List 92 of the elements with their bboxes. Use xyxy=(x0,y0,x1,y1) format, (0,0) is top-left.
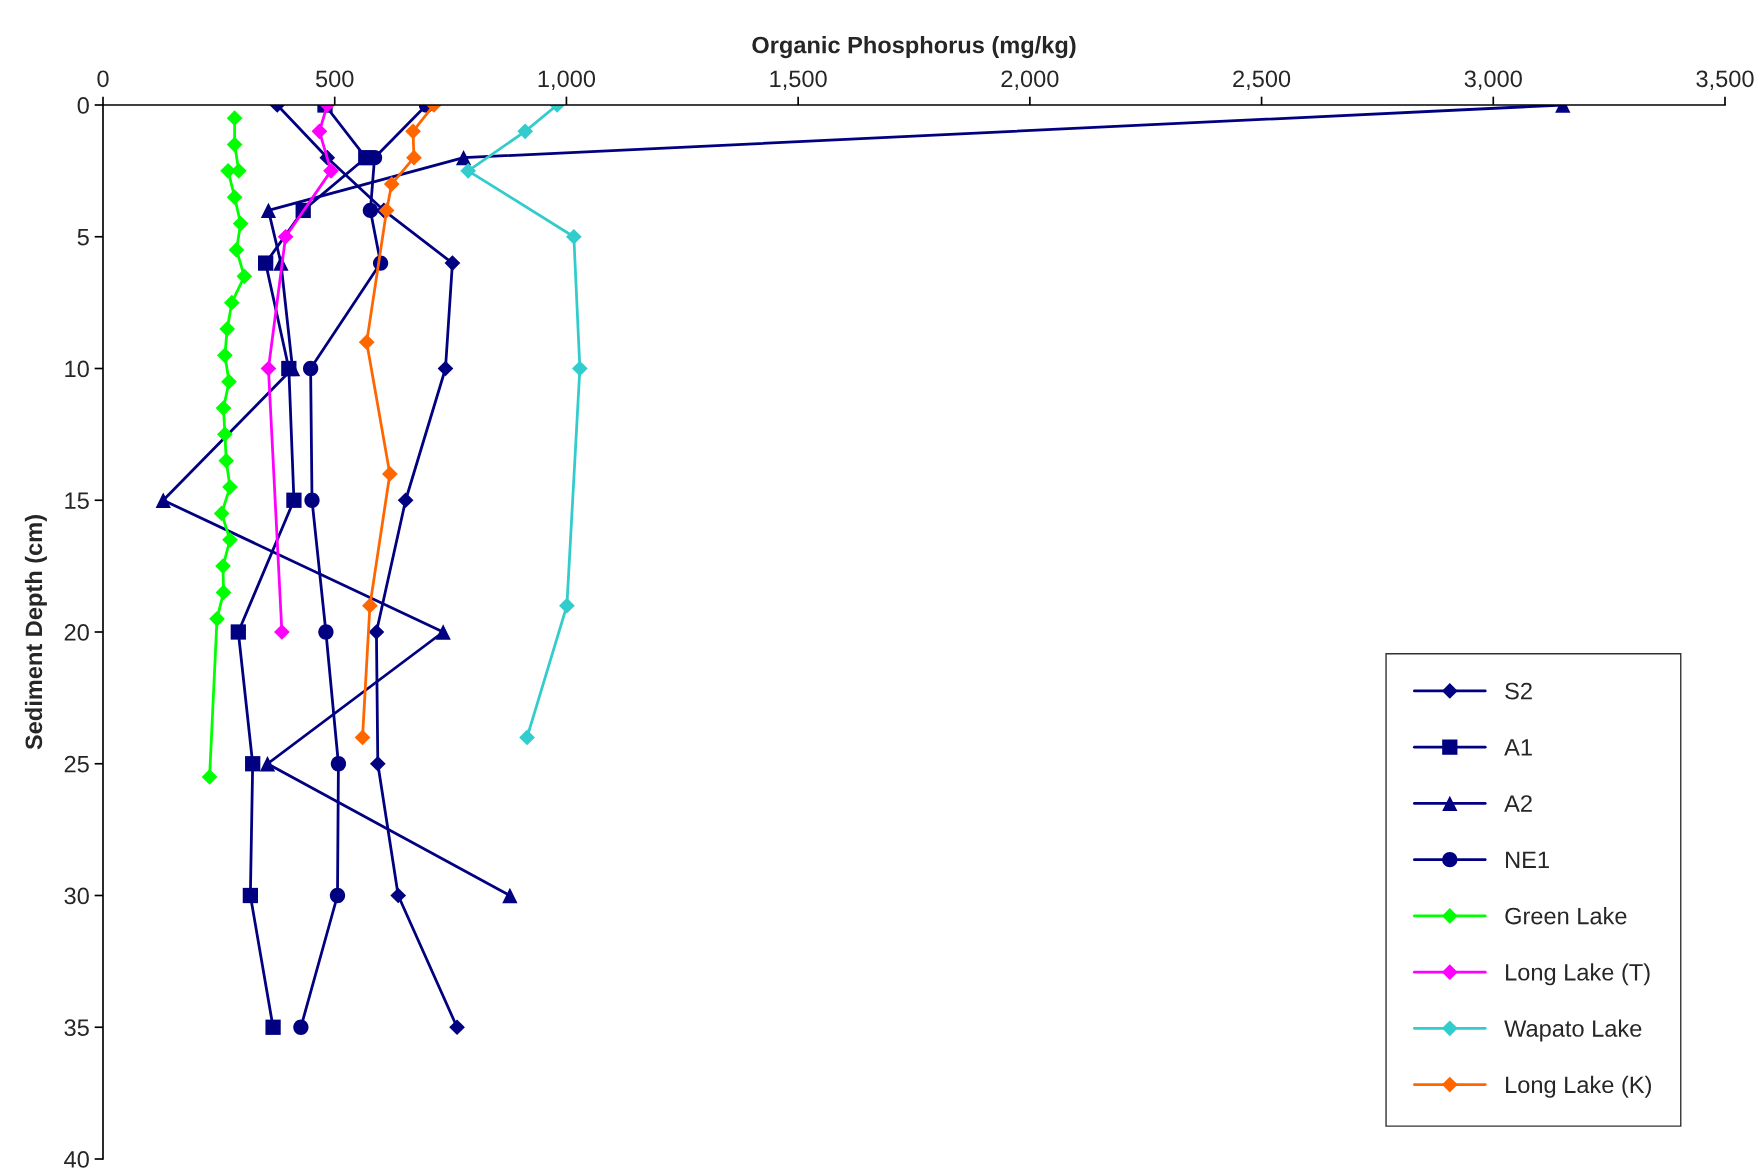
x-tick-label: 1,000 xyxy=(538,70,596,90)
point xyxy=(274,624,290,640)
point xyxy=(215,400,232,416)
point xyxy=(277,228,294,245)
y-tick-label: 25 xyxy=(64,755,89,773)
point xyxy=(209,610,225,627)
point xyxy=(517,123,534,140)
legend-label: Long Lake (K) xyxy=(1506,1075,1651,1098)
point xyxy=(455,150,472,166)
x-tick-label: 1,500 xyxy=(770,70,827,90)
point xyxy=(330,756,347,772)
y-tick-label: 20 xyxy=(64,624,89,641)
point xyxy=(390,887,407,904)
point xyxy=(213,505,230,522)
y-tick-label: 35 xyxy=(64,1019,89,1037)
point xyxy=(228,242,245,258)
point xyxy=(362,597,378,614)
point xyxy=(245,756,261,772)
legend-label: Green Lake xyxy=(1505,907,1627,925)
point xyxy=(559,597,575,614)
point xyxy=(435,624,451,640)
point xyxy=(259,756,276,772)
point xyxy=(220,163,236,179)
point xyxy=(318,624,334,640)
y-tick-label: 10 xyxy=(65,360,89,378)
point xyxy=(226,189,243,206)
point xyxy=(230,624,246,640)
point xyxy=(329,887,346,904)
point xyxy=(226,110,243,127)
point xyxy=(265,1019,281,1035)
point xyxy=(215,558,231,574)
point xyxy=(219,321,236,337)
point xyxy=(311,123,328,140)
point xyxy=(217,426,233,443)
x-tick-label: 2,500 xyxy=(1233,70,1291,90)
point xyxy=(260,202,277,219)
point xyxy=(155,492,171,508)
point xyxy=(218,452,235,469)
point xyxy=(260,360,277,377)
point xyxy=(222,531,238,548)
point xyxy=(369,755,386,772)
point xyxy=(323,163,339,179)
x-tick-label: 2,000 xyxy=(1001,70,1059,90)
x-tick-label: 500 xyxy=(315,70,354,88)
point xyxy=(502,887,518,904)
point xyxy=(232,215,249,232)
point xyxy=(222,479,238,495)
y-tick-label: 40 xyxy=(64,1151,89,1168)
y-tick-label: 0 xyxy=(77,97,89,114)
point xyxy=(519,729,535,746)
point xyxy=(223,294,240,311)
point xyxy=(572,360,588,377)
point xyxy=(437,360,454,377)
point xyxy=(406,149,422,166)
point xyxy=(405,123,421,140)
y-tick-label: 15 xyxy=(65,492,89,510)
point xyxy=(236,268,253,285)
point xyxy=(242,887,259,904)
y-tick-label: 5 xyxy=(77,229,89,246)
point xyxy=(358,334,375,351)
point xyxy=(226,136,243,153)
point xyxy=(217,347,233,364)
point xyxy=(258,255,274,271)
point xyxy=(215,584,232,601)
y-tick-label: 30 xyxy=(64,887,89,905)
legend-label: Long Lake (T) xyxy=(1506,963,1650,986)
point xyxy=(449,1019,465,1036)
point xyxy=(302,360,319,377)
legend-label: S2 xyxy=(1505,682,1532,700)
point xyxy=(383,176,400,192)
point xyxy=(368,624,385,640)
point xyxy=(362,202,379,219)
x-tick-label: 3,500 xyxy=(1696,70,1754,90)
legend-label: A1 xyxy=(1504,739,1532,756)
point xyxy=(221,373,237,390)
point xyxy=(354,729,371,746)
point xyxy=(286,492,302,508)
point xyxy=(382,466,398,482)
point xyxy=(201,769,218,785)
legend-label: Wapato Lake xyxy=(1504,1019,1642,1042)
x-tick-label: 0 xyxy=(97,70,109,88)
legend-label: NE1 xyxy=(1506,851,1549,868)
x-axis-title: Organic Phosphorus (mg/kg) xyxy=(752,36,1076,59)
point xyxy=(565,228,582,245)
point xyxy=(293,1019,309,1035)
y-axis-title: Sediment Depth (cm) xyxy=(24,515,47,750)
x-tick-label: 3,000 xyxy=(1464,70,1522,90)
legend-label: A2 xyxy=(1504,795,1532,812)
point xyxy=(304,492,320,508)
point xyxy=(397,492,414,509)
point xyxy=(460,163,477,179)
point xyxy=(444,255,461,271)
